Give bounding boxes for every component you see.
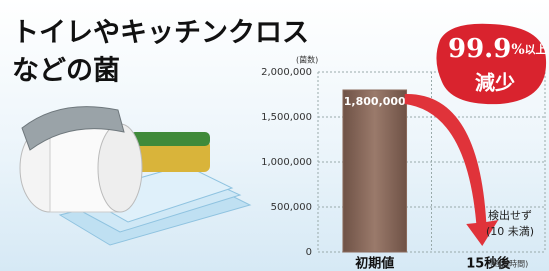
chart: トイレやキッチンクロス などの菌 (菌数) 0 500,000 1,000,000 1,… (0, 0, 549, 271)
badge-percent: % (511, 42, 524, 58)
x-tick-label: 初期値 (355, 256, 394, 271)
y-tick-label: 2,000,000 (261, 67, 312, 78)
y-unit: (菌数) (296, 55, 318, 65)
value-label: 1,800,000 (344, 95, 406, 108)
bar (343, 90, 407, 252)
annotation: 検出せず (488, 208, 532, 222)
y-tick-label: 500,000 (271, 202, 312, 213)
badge-number: 99.9 (448, 34, 511, 64)
badge-qualifier: 以上 (525, 42, 547, 56)
x-unit: (経過時間) (490, 259, 528, 269)
badge-main: 減少 (475, 71, 515, 95)
y-tick-label: 1,500,000 (261, 112, 312, 123)
y-tick-label: 1,000,000 (261, 157, 312, 168)
y-tick-label: 0 (306, 247, 312, 258)
annotation: (10 未満) (486, 225, 534, 238)
title-line: などの菌 (12, 56, 120, 87)
title-line: トイレやキッチンクロス (12, 18, 309, 49)
